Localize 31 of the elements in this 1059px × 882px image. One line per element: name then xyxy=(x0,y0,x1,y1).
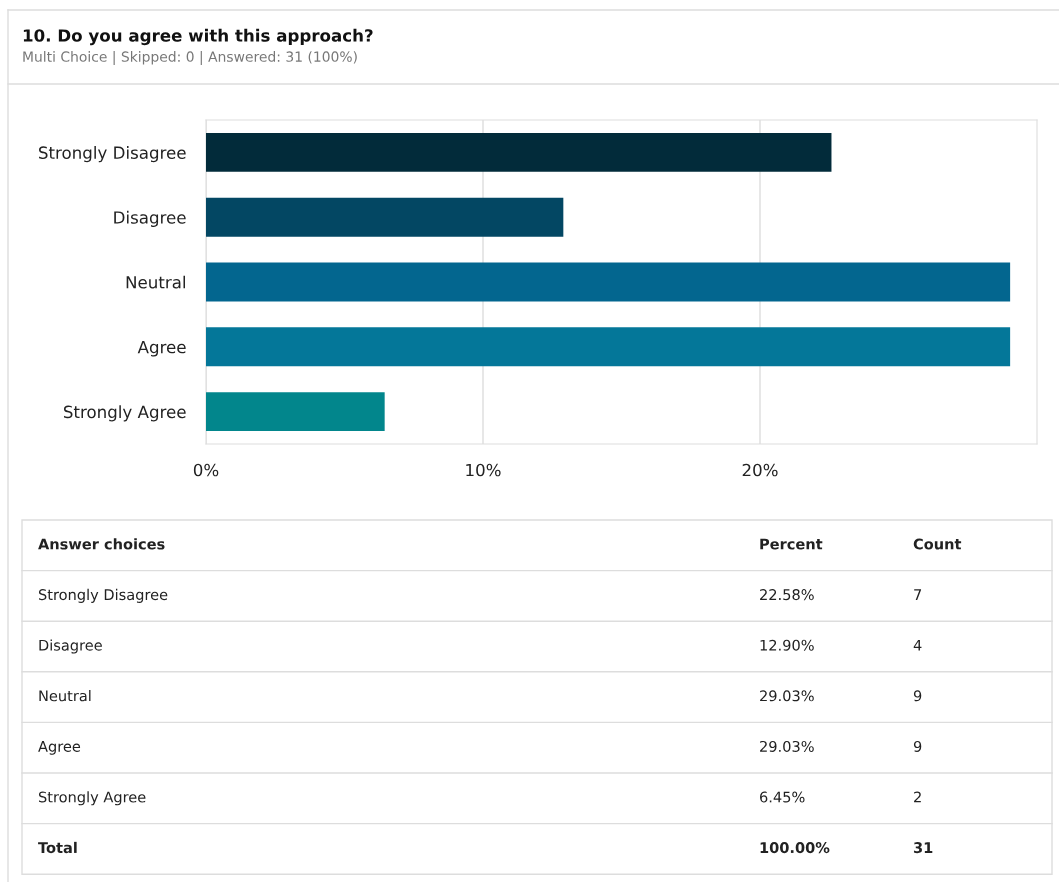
x-tick-label: 10% xyxy=(466,463,501,477)
text: 4 xyxy=(913,639,922,651)
category-label: Agree xyxy=(38,741,81,755)
x-tick-label: 0% xyxy=(193,463,219,477)
text: 31 xyxy=(913,842,933,854)
x-tick-label: 20% xyxy=(742,463,778,477)
text: Percent xyxy=(760,538,823,550)
category-label: Strongly Agree xyxy=(38,791,146,806)
text: 29.03% xyxy=(760,690,814,702)
text: Count xyxy=(913,538,962,550)
text: 9 xyxy=(913,740,922,752)
text: Answer choices xyxy=(38,538,165,550)
text: 100.00% xyxy=(760,842,830,854)
y-tick-label: Strongly Agree xyxy=(63,405,186,422)
category-label: Neutral xyxy=(39,690,91,702)
text: 22.58% xyxy=(760,589,814,601)
y-tick-label: Agree xyxy=(137,340,186,357)
y-tick-label: Disagree xyxy=(114,210,186,227)
text: 9 xyxy=(913,690,922,702)
text: 7 xyxy=(914,589,922,600)
category-label: Disagree xyxy=(39,639,102,654)
y-tick-label: Neutral xyxy=(126,275,185,289)
text: Total xyxy=(38,841,77,854)
chart-subtitle: Multi Choice | Skipped: 0 | Answered: 31 (100%) xyxy=(23,51,357,65)
category-label: Strongly Disagree xyxy=(38,588,168,603)
y-tick-label: Strongly Disagree xyxy=(39,146,186,163)
text: 29.03% xyxy=(760,740,814,752)
text: 2 xyxy=(914,791,921,803)
text: 12.90% xyxy=(760,639,814,651)
chart-title: 10. Do you agree with this approach? xyxy=(23,28,373,46)
text: 6.45% xyxy=(760,791,805,803)
